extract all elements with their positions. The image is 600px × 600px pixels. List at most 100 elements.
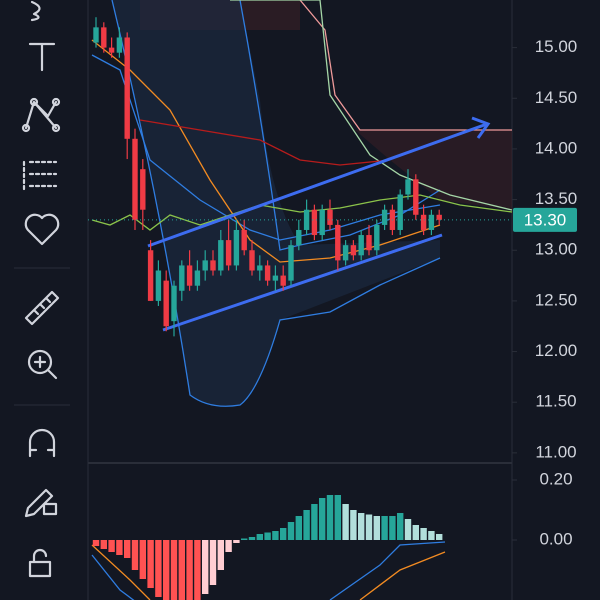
y-tick-label: 13.50 xyxy=(535,189,578,208)
candle-body xyxy=(366,235,372,251)
trend-channel[interactable] xyxy=(147,116,491,332)
indicators xyxy=(91,0,513,407)
histogram-bar xyxy=(303,510,310,540)
candle-body xyxy=(327,209,333,225)
last-price-box xyxy=(513,207,577,232)
candle-body xyxy=(155,270,162,301)
candle-body xyxy=(93,27,99,43)
histogram-bar xyxy=(147,540,154,588)
candle-body xyxy=(428,214,435,230)
candle-body xyxy=(374,224,380,251)
tool-text[interactable] xyxy=(28,42,56,72)
candle-body xyxy=(272,275,279,281)
candle-body xyxy=(311,209,318,236)
histogram-bar xyxy=(350,510,357,540)
candle-body xyxy=(319,209,325,236)
candle-body xyxy=(147,250,154,301)
candle-body xyxy=(241,229,247,251)
candle-body xyxy=(225,240,232,266)
histogram-bar xyxy=(108,540,115,552)
tool-zoom[interactable] xyxy=(27,349,58,380)
candle-body xyxy=(171,285,177,322)
candle-body xyxy=(132,138,138,220)
candle-body xyxy=(257,265,263,271)
candle-body xyxy=(108,47,115,53)
histogram-bar xyxy=(248,537,256,540)
candle-body xyxy=(249,250,255,271)
tool-ruler[interactable] xyxy=(24,290,60,326)
histogram-bar xyxy=(264,532,271,540)
tool-unlock[interactable] xyxy=(28,548,52,578)
y-tick-label: 14.50 xyxy=(535,88,578,107)
histogram-bar xyxy=(116,540,123,555)
candle-body xyxy=(101,27,107,48)
y-tick-label: 0.00 xyxy=(539,529,572,548)
y-tick-label: 15.00 xyxy=(535,37,578,56)
y-tick-label: 11.00 xyxy=(535,442,576,461)
y-tick-label: 12.00 xyxy=(535,341,578,360)
tool-pattern[interactable] xyxy=(21,97,61,133)
histogram-bar xyxy=(186,540,193,600)
tool-lock-drawing[interactable] xyxy=(24,488,58,518)
histogram-bar xyxy=(358,513,365,540)
histogram-bar xyxy=(233,540,240,543)
histogram-bar xyxy=(202,540,209,594)
histogram-bar xyxy=(287,522,295,540)
candle-body xyxy=(296,229,302,246)
tool-fib[interactable] xyxy=(22,160,58,192)
histogram-bar xyxy=(256,534,263,540)
candle-body xyxy=(124,37,130,139)
histogram-bar xyxy=(155,540,162,597)
candle-body xyxy=(405,179,411,195)
candle-body xyxy=(280,275,286,286)
histogram-bar xyxy=(342,504,349,540)
histogram-bar xyxy=(373,516,380,540)
candle-body xyxy=(350,245,357,256)
candle-body xyxy=(288,245,294,281)
histogram-bar xyxy=(319,498,326,540)
candle-body xyxy=(140,169,146,210)
y-tick-label: 11.50 xyxy=(535,392,576,411)
candle-body xyxy=(381,209,388,225)
candle-body xyxy=(397,194,403,230)
histogram-bar xyxy=(92,540,100,546)
histogram-bar xyxy=(100,540,107,549)
histogram-bar xyxy=(295,516,302,540)
candle-body xyxy=(358,235,364,256)
macd-lines xyxy=(91,541,446,600)
y-tick-label: 12.50 xyxy=(535,290,578,309)
histogram-bar xyxy=(194,540,201,600)
histogram-bar xyxy=(225,540,232,552)
candle-body xyxy=(186,265,193,286)
candle-body xyxy=(303,209,310,230)
histogram-bar xyxy=(272,531,279,540)
histogram-bar xyxy=(326,495,334,540)
tool-magnet[interactable] xyxy=(28,428,56,458)
candle-body xyxy=(163,280,169,327)
histogram-bar xyxy=(404,519,412,540)
candle-body xyxy=(116,37,123,53)
histogram-bar xyxy=(124,540,131,558)
histogram-bar xyxy=(163,540,170,600)
histogram-bar xyxy=(334,495,341,540)
candle-body xyxy=(218,240,224,271)
histogram-bar xyxy=(209,540,217,585)
tool-curve[interactable] xyxy=(30,0,41,22)
candle-body xyxy=(264,265,271,281)
candle-body xyxy=(210,260,216,271)
histogram-bar xyxy=(131,540,139,570)
tool-favorite[interactable] xyxy=(24,213,60,246)
histogram-bar xyxy=(217,540,224,570)
y-tick-label: 0.20 xyxy=(539,469,572,488)
candle-body xyxy=(233,229,240,266)
candle-body xyxy=(202,260,208,271)
histogram-bar xyxy=(311,504,318,540)
candle-body xyxy=(413,179,419,215)
histogram-bar xyxy=(389,516,396,540)
candle-body xyxy=(179,265,185,291)
histogram-bar xyxy=(428,531,435,540)
histogram-bar xyxy=(381,516,388,540)
histogram-bar xyxy=(241,538,248,540)
histogram-bar xyxy=(365,514,373,540)
